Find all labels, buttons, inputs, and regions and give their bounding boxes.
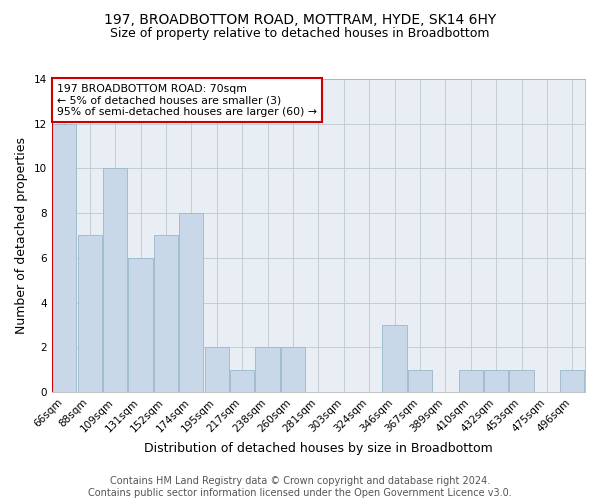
- Bar: [509, 370, 533, 392]
- Text: Size of property relative to detached houses in Broadbottom: Size of property relative to detached ho…: [110, 28, 490, 40]
- Bar: [458, 370, 483, 392]
- Text: 197, BROADBOTTOM ROAD, MOTTRAM, HYDE, SK14 6HY: 197, BROADBOTTOM ROAD, MOTTRAM, HYDE, SK…: [104, 12, 496, 26]
- Bar: [408, 370, 432, 392]
- X-axis label: Distribution of detached houses by size in Broadbottom: Distribution of detached houses by size …: [144, 442, 493, 455]
- Bar: [382, 325, 407, 392]
- Bar: [256, 347, 280, 392]
- Bar: [128, 258, 152, 392]
- Bar: [103, 168, 127, 392]
- Bar: [230, 370, 254, 392]
- Y-axis label: Number of detached properties: Number of detached properties: [15, 137, 28, 334]
- Bar: [52, 124, 76, 392]
- Bar: [560, 370, 584, 392]
- Text: 197 BROADBOTTOM ROAD: 70sqm
← 5% of detached houses are smaller (3)
95% of semi-: 197 BROADBOTTOM ROAD: 70sqm ← 5% of deta…: [57, 84, 317, 117]
- Bar: [484, 370, 508, 392]
- Bar: [179, 213, 203, 392]
- Bar: [154, 236, 178, 392]
- Bar: [281, 347, 305, 392]
- Bar: [77, 236, 102, 392]
- Bar: [205, 347, 229, 392]
- Text: Contains HM Land Registry data © Crown copyright and database right 2024.
Contai: Contains HM Land Registry data © Crown c…: [88, 476, 512, 498]
